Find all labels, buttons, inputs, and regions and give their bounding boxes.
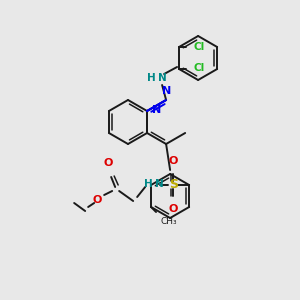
Text: O: O <box>169 204 178 214</box>
Text: Cl: Cl <box>193 42 204 52</box>
Text: O: O <box>169 156 178 166</box>
Text: O: O <box>92 195 102 205</box>
Text: N: N <box>158 73 167 83</box>
Text: N: N <box>163 86 172 96</box>
Text: N: N <box>152 105 161 115</box>
Text: N: N <box>155 179 164 189</box>
Text: H: H <box>147 73 156 83</box>
Text: Cl: Cl <box>193 63 204 73</box>
Text: H: H <box>144 179 153 189</box>
Text: O: O <box>103 158 113 168</box>
Text: CH₃: CH₃ <box>160 217 177 226</box>
Text: S: S <box>169 178 178 191</box>
